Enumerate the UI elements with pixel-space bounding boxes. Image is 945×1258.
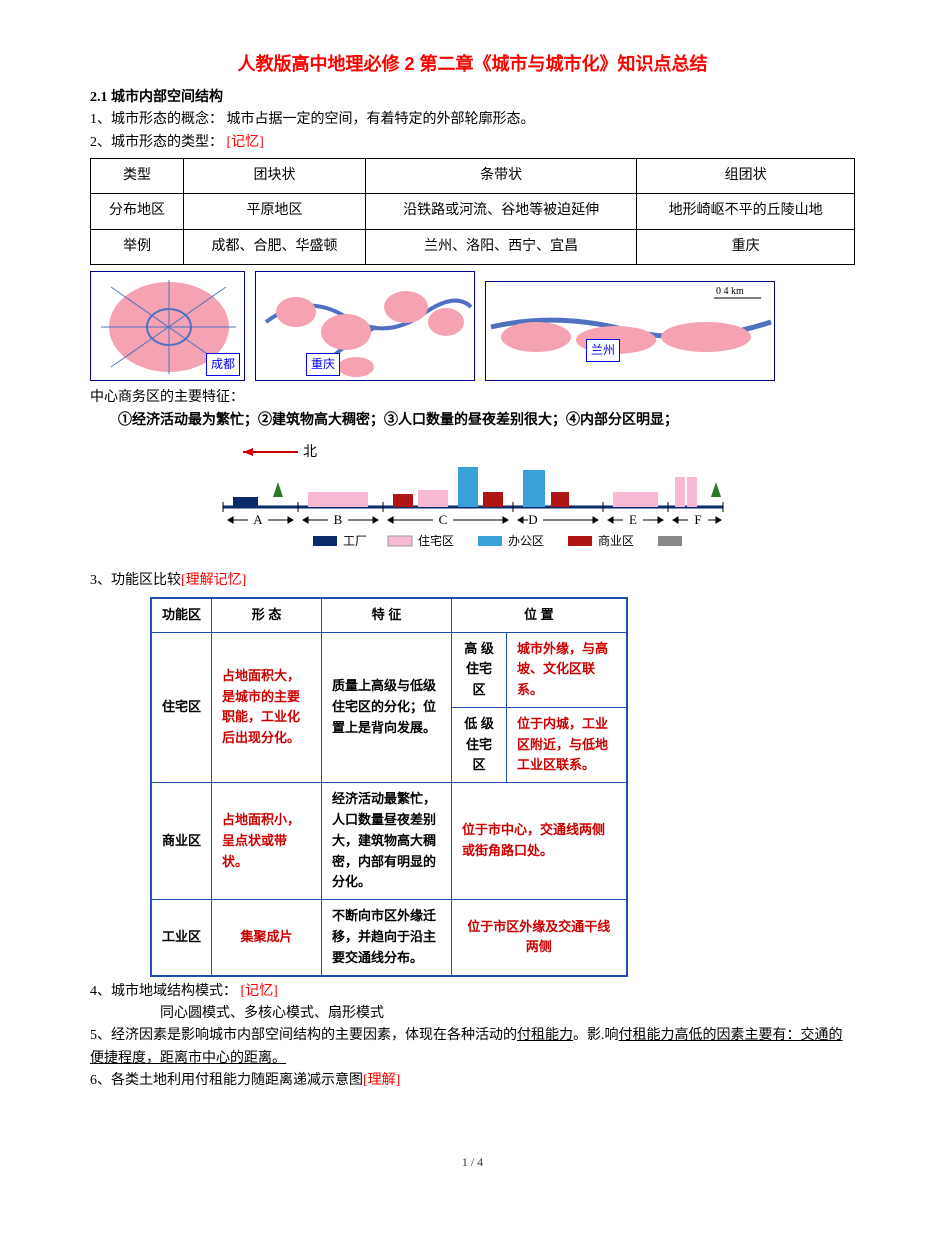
line-5-pre: 5、经济因素是影响城市内部空间结构的主要因素，体现在各种活动的: [90, 1028, 517, 1043]
understand-memory-tag: [理解记忆]: [181, 573, 246, 588]
td: 集聚成片: [212, 900, 322, 976]
table-row: 住宅区 占地面积大，是城市的主要职能，工业化后出现分化。 质量上高级与低级住宅区…: [151, 632, 627, 707]
func-table-wrap: 功能区 形 态 特 征 位 置 住宅区 占地面积大，是城市的主要职能，工业化后出…: [150, 597, 855, 977]
th: 形 态: [212, 598, 322, 632]
td: 沿铁路或河流、谷地等被迫延伸: [366, 194, 637, 229]
line-5-u1: 付租能力: [517, 1028, 573, 1043]
map-label-chongqing: 重庆: [306, 353, 340, 376]
line-4-body: 同心圆模式、多核心模式、扇形模式: [90, 1003, 855, 1025]
td: 位于内城，工业区附近，与低地工业区联系。: [507, 707, 627, 782]
understand-tag: [理解]: [363, 1073, 400, 1088]
td: 质量上高级与低级住宅区的分化；位置上是背向发展。: [322, 632, 452, 783]
th: 特 征: [322, 598, 452, 632]
sub-label: 高 级 住宅区: [452, 632, 507, 707]
td: 占地面积大，是城市的主要职能，工业化后出现分化。: [212, 632, 322, 783]
td: 经济活动最繁忙，人口数量昼夜差别大，建筑物高大稠密，内部有明显的分化。: [322, 783, 452, 900]
func-table: 功能区 形 态 特 征 位 置 住宅区 占地面积大，是城市的主要职能，工业化后出…: [150, 597, 628, 977]
line-1: 1、城市形态的概念： 城市占据一定的空间，有着特定的外部轮廓形态。: [90, 109, 855, 131]
td: 分布地区: [91, 194, 184, 229]
line-5-mid: 。影.响: [573, 1028, 619, 1043]
td: 成都、合肥、华盛顿: [183, 229, 365, 264]
table-row: 类型 团块状 条带状 组团状: [91, 158, 855, 193]
map-svg: 0 4 km: [486, 282, 775, 381]
td: 不断向市区外缘迁移，并趋向于沿主要交通线分布。: [322, 900, 452, 976]
map-label-chengdu: 成都: [206, 353, 240, 376]
north-label: 北: [303, 444, 317, 460]
letter: E: [629, 512, 637, 527]
map-chengdu: 成都: [90, 271, 245, 381]
letter: A: [253, 512, 263, 527]
letter: C: [438, 512, 447, 527]
map-label-lanzhou: 兰州: [586, 339, 620, 362]
cbd-head: 中心商务区的主要特征：: [90, 387, 855, 409]
memory-tag-2: [记忆]: [241, 984, 278, 999]
td: 重庆: [637, 229, 855, 264]
line-6: 6、各类土地利用付租能力随距离递减示意图[理解]: [90, 1070, 855, 1092]
td: 位于市区外缘及交通干线两侧: [452, 900, 627, 976]
cbd-body: ①经济活动最为繁忙；②建筑物高大稠密；③人口数量的昼夜差别很大；④内部分区明显；: [90, 410, 855, 432]
document-title: 人教版高中地理必修 2 第二章《城市与城市化》知识点总结: [90, 50, 855, 79]
th: 条带状: [366, 158, 637, 193]
table-row: 商业区 占地面积小，呈点状或带状。 经济活动最繁忙，人口数量昼夜差别大，建筑物高…: [151, 783, 627, 900]
letter: F: [694, 512, 701, 527]
td: 占地面积小，呈点状或带状。: [212, 783, 322, 900]
svg-text:住宅区: 住宅区: [418, 533, 454, 548]
line-4-pre: 4、城市地域结构模式：: [90, 984, 237, 999]
line-2: 2、城市形态的类型： [记忆]: [90, 132, 855, 154]
td: 举例: [91, 229, 184, 264]
letter: D: [528, 512, 537, 527]
table-row: 功能区 形 态 特 征 位 置: [151, 598, 627, 632]
line-5: 5、经济因素是影响城市内部空间结构的主要因素，体现在各种活动的付租能力。影.响付…: [90, 1025, 855, 1070]
section-2-1-head: 2.1 城市内部空间结构: [90, 87, 855, 109]
td: 城市外缘，与高坡、文化区联系。: [507, 632, 627, 707]
map-chongqing: 重庆: [255, 271, 475, 381]
th: 功能区: [151, 598, 212, 632]
cross-section-svg: 北: [203, 442, 743, 552]
th: 类型: [91, 158, 184, 193]
svg-text:工厂: 工厂: [343, 534, 367, 548]
cross-section-diagram: 北: [203, 442, 743, 560]
svg-text:0 4 km: 0 4 km: [716, 286, 744, 297]
zone-label: 商业区: [151, 783, 212, 900]
map-svg: [256, 272, 475, 381]
line-3-pre: 3、功能区比较: [90, 573, 181, 588]
table-row: 分布地区 平原地区 沿铁路或河流、谷地等被迫延伸 地形崎岖不平的丘陵山地: [91, 194, 855, 229]
svg-text:商业区: 商业区: [598, 533, 634, 548]
th: 组团状: [637, 158, 855, 193]
th: 团块状: [183, 158, 365, 193]
line-6-pre: 6、各类土地利用付租能力随距离递减示意图: [90, 1073, 363, 1088]
td: 平原地区: [183, 194, 365, 229]
table-row: 工业区 集聚成片 不断向市区外缘迁移，并趋向于沿主要交通线分布。 位于市区外缘及…: [151, 900, 627, 976]
map-row: 成都 重庆 0 4 km 兰州: [90, 271, 855, 381]
page-number: 1 / 4: [90, 1153, 855, 1172]
table-row: 举例 成都、合肥、华盛顿 兰州、洛阳、西宁、宜昌 重庆: [91, 229, 855, 264]
td: 兰州、洛阳、西宁、宜昌: [366, 229, 637, 264]
line-4: 4、城市地域结构模式： [记忆]: [90, 981, 855, 1003]
memory-tag: [记忆]: [227, 135, 264, 150]
th: 位 置: [452, 598, 627, 632]
type-table: 类型 团块状 条带状 组团状 分布地区 平原地区 沿铁路或河流、谷地等被迫延伸 …: [90, 158, 855, 265]
td: 位于市中心，交通线两侧或街角路口处。: [452, 783, 627, 900]
line-2-pre: 2、城市形态的类型：: [90, 135, 223, 150]
letter: B: [333, 512, 342, 527]
line-3: 3、功能区比较[理解记忆]: [90, 570, 855, 592]
td: 地形崎岖不平的丘陵山地: [637, 194, 855, 229]
svg-text:办公区: 办公区: [508, 533, 544, 548]
zone-label: 工业区: [151, 900, 212, 976]
sub-label: 低 级 住宅区: [452, 707, 507, 782]
zone-label: 住宅区: [151, 632, 212, 783]
map-lanzhou: 0 4 km 兰州: [485, 281, 775, 381]
